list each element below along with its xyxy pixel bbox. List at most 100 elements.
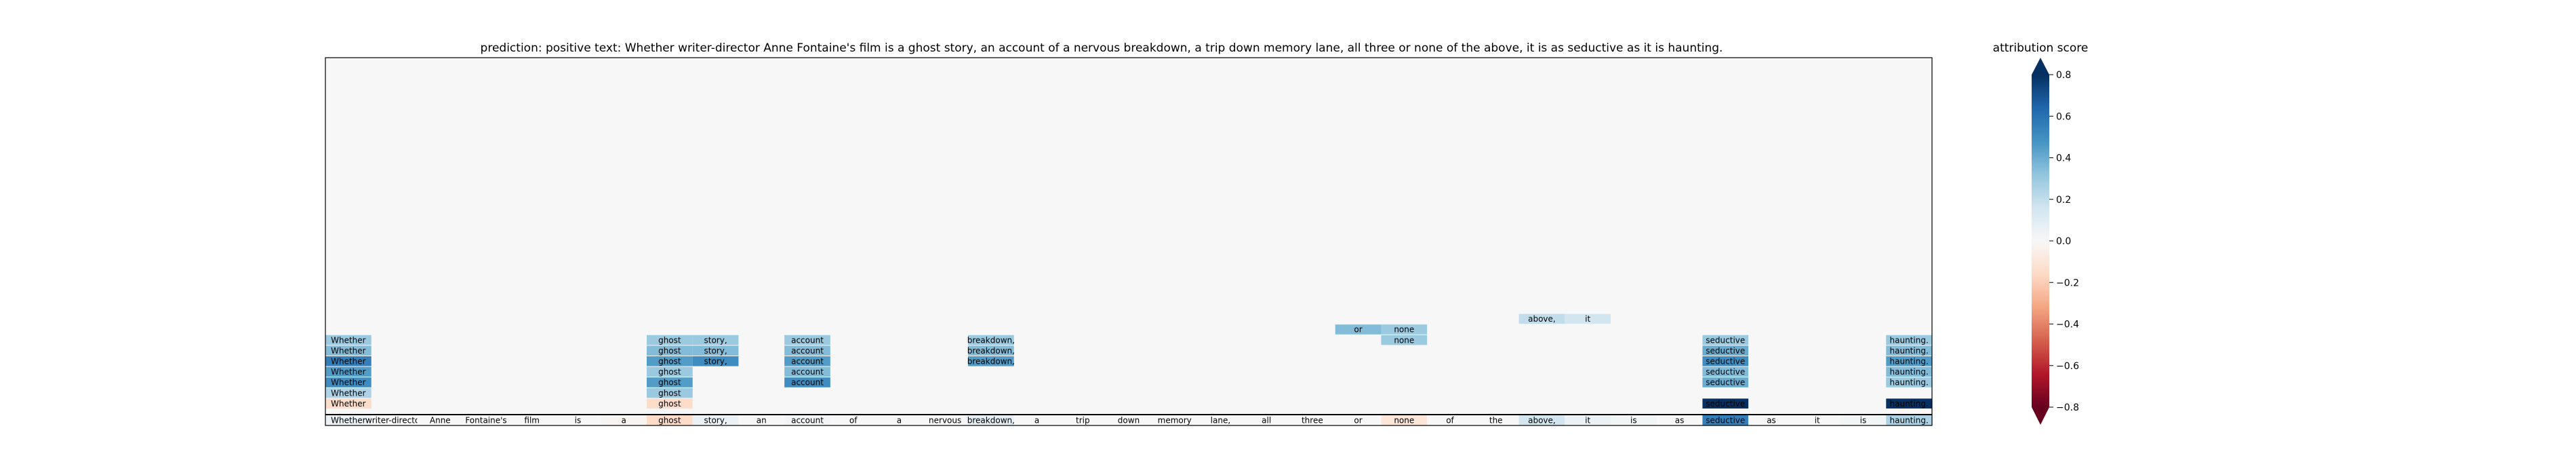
attribution-cell xyxy=(325,356,371,366)
bottom-token-label: it xyxy=(1815,416,1820,425)
attribution-cell xyxy=(1702,366,1749,377)
bottom-token-cell xyxy=(922,415,968,425)
attribution-cell xyxy=(968,356,1014,366)
colorbar-tick-label: 0.6 xyxy=(2056,111,2071,122)
bottom-token-cell xyxy=(325,415,371,425)
colorbar-tick-label: 0.0 xyxy=(2056,236,2071,247)
bottom-token-cell xyxy=(738,415,785,425)
bottom-token-label: is xyxy=(1860,416,1867,425)
attribution-cell-label: Whether xyxy=(331,367,366,377)
colorbar-tick-label: −0.2 xyxy=(2056,278,2079,288)
bottom-token-label: Anne xyxy=(430,416,451,425)
attribution-cell xyxy=(325,366,371,377)
plot-area-frame xyxy=(325,57,1933,426)
attribution-cell-label: none xyxy=(1394,325,1414,335)
attribution-cell xyxy=(784,335,830,345)
attribution-cell xyxy=(968,345,1014,356)
attribution-cell-label: account xyxy=(791,367,824,377)
attribution-cell-label: or xyxy=(1354,325,1362,335)
bottom-token-cell xyxy=(647,415,693,425)
attribution-cell xyxy=(647,377,693,387)
bottom-token-label: ghost xyxy=(658,416,681,425)
bottom-token-label: account xyxy=(791,416,824,425)
attribution-cell-label: story, xyxy=(704,335,727,345)
attribution-cell xyxy=(325,335,371,345)
bottom-token-cell xyxy=(1060,415,1106,425)
attribution-cell-label: ghost xyxy=(658,346,681,356)
bottom-token-label: a xyxy=(1034,416,1039,425)
attribution-cell-label: seductive xyxy=(1706,399,1745,408)
colorbar-extend-bottom xyxy=(2032,407,2049,425)
bottom-token-label: above, xyxy=(1528,416,1556,425)
bottom-token-label: the xyxy=(1489,416,1503,425)
attribution-cell xyxy=(692,356,739,366)
attribution-cell xyxy=(1886,398,1932,408)
colorbar-tick-label: −0.6 xyxy=(2056,361,2079,372)
attribution-cell xyxy=(1702,398,1749,408)
bottom-token-cell xyxy=(1243,415,1289,425)
attribution-cell xyxy=(647,398,693,408)
attribution-cell xyxy=(647,387,693,398)
attribution-cell-label: Whether xyxy=(331,357,366,366)
bottom-token-label: lane, xyxy=(1211,416,1231,425)
attribution-cell-label: ghost xyxy=(658,388,681,398)
attribution-cell xyxy=(325,387,371,398)
bottom-token-cell xyxy=(830,415,877,425)
chart-title: prediction: positive text: Whether write… xyxy=(481,41,1723,55)
colorbar-tick-label: −0.8 xyxy=(2056,402,2079,413)
attribution-cell-label: Whether xyxy=(331,378,366,387)
attribution-cell-label: Whether xyxy=(331,388,366,398)
bottom-token-cell xyxy=(1335,415,1382,425)
bottom-token-cell xyxy=(1013,415,1060,425)
bottom-token-cell xyxy=(463,415,509,425)
attribution-cell-label: seductive xyxy=(1706,367,1745,377)
bottom-token-label: film xyxy=(524,416,540,425)
colorbar: attribution score 0.8 0.6 0.4 0.2 0.0 −0.2 −0.… xyxy=(1993,41,2088,425)
attribution-cell xyxy=(784,345,830,356)
attribution-cell-label: it xyxy=(1585,314,1590,324)
attribution-cell xyxy=(647,335,693,345)
bottom-token-cell xyxy=(1106,415,1152,425)
colorbar-tick-label: 0.2 xyxy=(2056,195,2071,206)
attribution-cell-label: breakdown, xyxy=(967,335,1015,345)
bottom-token-cell xyxy=(1289,415,1335,425)
bottom-token-label: Whether xyxy=(331,416,366,425)
attribution-cell xyxy=(1702,345,1749,356)
attribution-cell xyxy=(1381,335,1428,345)
bottom-token-label: as xyxy=(1767,416,1776,425)
bottom-token-label: a xyxy=(897,416,902,425)
attribution-cell-label: haunting. xyxy=(1890,378,1929,387)
colorbar-tick-label: 0.4 xyxy=(2056,153,2071,164)
bottom-token-cell xyxy=(1151,415,1198,425)
attribution-cell xyxy=(692,345,739,356)
bottom-token-label: three xyxy=(1302,416,1323,425)
bottom-token-cell xyxy=(1702,415,1749,425)
bottom-token-cell xyxy=(1748,415,1794,425)
attribution-cell xyxy=(1886,356,1932,366)
bottom-token-label: an xyxy=(757,416,767,425)
attribution-cell-label: account xyxy=(791,357,824,366)
bottom-token-cell xyxy=(1427,415,1473,425)
attribution-cell-label: seductive xyxy=(1706,346,1745,356)
attribution-cell xyxy=(784,377,830,387)
attribution-cell-label: haunting. xyxy=(1890,335,1929,345)
attribution-cell-label: haunting. xyxy=(1890,346,1929,356)
bottom-token-cell xyxy=(784,415,830,425)
attribution-cell-label: none xyxy=(1394,335,1414,345)
colorbar-ticks: 0.8 0.6 0.4 0.2 0.0 −0.2 −0.4 −0.6 −0.8 xyxy=(2049,70,2079,413)
bottom-token-cell xyxy=(555,415,601,425)
bottom-token-cell xyxy=(417,415,464,425)
attribution-cell-label: seductive xyxy=(1706,335,1745,345)
bottom-token-label: or xyxy=(1354,416,1362,425)
bottom-token-cell xyxy=(1656,415,1703,425)
attribution-cell-label: above, xyxy=(1528,314,1556,324)
colorbar-extend-top xyxy=(2032,58,2049,75)
bottom-token-label: Fontaine's xyxy=(465,416,506,425)
bottom-token-cell xyxy=(1565,415,1611,425)
attribution-cell-label: Whether xyxy=(331,346,366,356)
bottom-token-label: down xyxy=(1118,416,1140,425)
bottom-token-cell xyxy=(1611,415,1657,425)
attribution-cell-label: breakdown, xyxy=(967,357,1015,366)
bottom-token-cell xyxy=(692,415,739,425)
